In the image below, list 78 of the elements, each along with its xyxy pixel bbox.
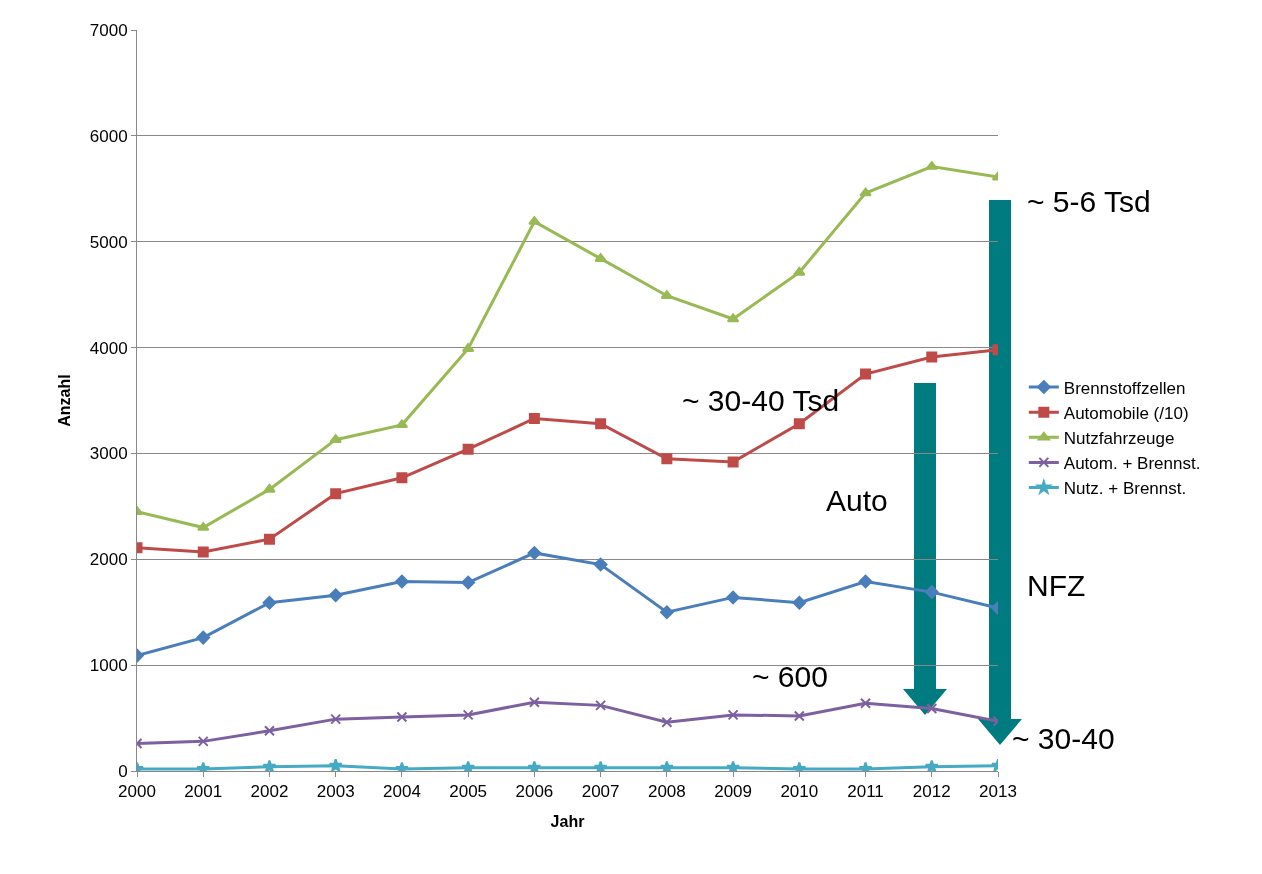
point [727, 709, 739, 721]
point [793, 266, 806, 276]
legend-label: Nutz. + Brennst. [1063, 479, 1187, 499]
x-axis-title: Jahr [550, 813, 585, 831]
point [527, 546, 542, 560]
x-tick-label: 2006 [515, 782, 554, 802]
point [263, 533, 275, 545]
annotation: ~ 600 [752, 660, 828, 693]
point [396, 711, 408, 723]
point [726, 313, 740, 323]
y-tick-label: 2000 [89, 550, 128, 570]
point [924, 759, 939, 771]
point [462, 709, 474, 721]
legend-label: Automobile (/10) [1063, 403, 1189, 423]
legend-label: Autom. + Brennst. [1063, 454, 1201, 474]
point [595, 699, 607, 711]
point [860, 368, 872, 380]
x-tick-label: 2012 [912, 782, 951, 802]
text: NFZ [1027, 569, 1086, 602]
x-tick-label: 2005 [449, 782, 488, 802]
point [859, 187, 872, 197]
y-tick-label: 1000 [89, 656, 128, 676]
point [660, 605, 674, 620]
annotation: Auto [826, 484, 888, 517]
point [396, 472, 408, 484]
y-tick-label: 6000 [89, 126, 128, 146]
point [395, 574, 409, 589]
x-tick-label: 2007 [581, 782, 620, 802]
point [197, 546, 209, 558]
point [330, 713, 342, 725]
point [528, 413, 540, 424]
point [462, 443, 474, 455]
point [328, 758, 343, 771]
point [661, 716, 673, 728]
y-tick-label: 0 [118, 761, 128, 781]
point [792, 595, 807, 610]
x-tick-label: 2010 [780, 782, 819, 802]
x-tick-label: 2009 [714, 782, 752, 802]
point [197, 735, 209, 747]
point [858, 574, 873, 589]
point [793, 418, 805, 430]
point [926, 703, 938, 715]
point [528, 696, 540, 708]
point [461, 575, 475, 590]
point [328, 588, 343, 603]
point [860, 697, 872, 709]
x-tick-label: 2013 [979, 782, 1017, 802]
x-tick-label: 2002 [250, 782, 289, 802]
y-tick-label: 4000 [89, 338, 128, 358]
x-tick-label: 2004 [383, 782, 421, 802]
point [661, 453, 673, 465]
point [262, 759, 277, 771]
point [263, 725, 275, 737]
x-tick-label: 2003 [316, 782, 355, 802]
y-tick-label: 7000 [89, 20, 128, 40]
point [263, 483, 276, 493]
text: ~ 30-40 [1012, 722, 1115, 755]
text: ~ 5-6 Tsd [1027, 185, 1151, 218]
y-tick-label: 5000 [89, 232, 128, 252]
point [924, 585, 939, 599]
x-tick-label: 2000 [118, 782, 156, 802]
x-tick-label: 2011 [847, 782, 884, 802]
point [926, 351, 938, 363]
point [196, 630, 211, 645]
point [262, 595, 277, 610]
point [593, 557, 608, 572]
point [330, 488, 342, 500]
x-tick-label: 2001 [184, 782, 223, 802]
point [793, 710, 805, 722]
x-tick-label: 2008 [647, 782, 686, 802]
y-axis-title: Anzahl [55, 374, 73, 427]
point [395, 419, 409, 429]
point [727, 456, 739, 468]
legend-label: Nutzfahrzeuge [1063, 428, 1175, 448]
y-tick-label: 3000 [89, 444, 128, 464]
point [726, 590, 740, 605]
legend-label: Brennstoffzellen [1063, 378, 1186, 398]
point [595, 418, 607, 430]
